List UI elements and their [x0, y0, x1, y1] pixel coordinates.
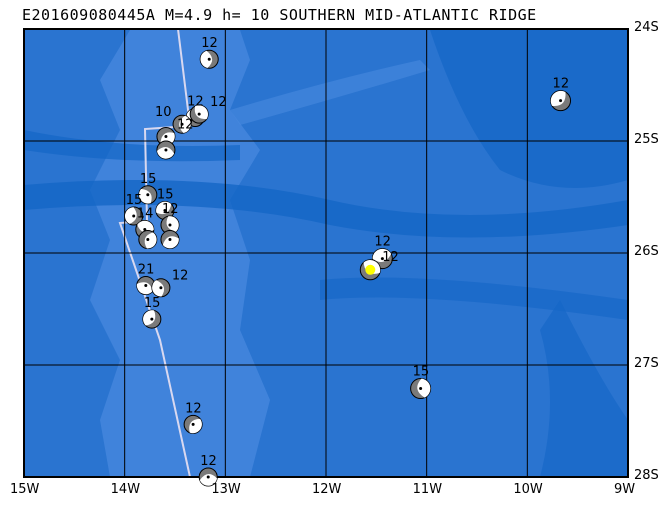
- beachball-center: [146, 193, 150, 197]
- depth-label: 21: [138, 262, 155, 277]
- beachball-compression: [136, 282, 153, 295]
- beachball-center: [144, 283, 148, 287]
- beachball-compression: [144, 232, 157, 249]
- map-title: E201609080445A M=4.9 h= 10 SOUTHERN MID-…: [22, 6, 537, 24]
- beachball-compression: [417, 378, 431, 398]
- deep-region: [540, 300, 628, 477]
- beachball-center: [132, 214, 136, 218]
- depth-label: 15: [157, 187, 174, 202]
- lon-tick-label: 10W: [513, 482, 543, 497]
- depth-label: 15: [144, 296, 161, 311]
- beachball-center: [207, 57, 211, 61]
- depth-label: 10: [155, 105, 172, 120]
- lon-tick-label: 12W: [312, 482, 342, 497]
- beachball-compression: [157, 147, 175, 159]
- depth-label: 12: [210, 95, 227, 110]
- depth-label: 12: [382, 250, 399, 265]
- beachball-compression: [550, 90, 566, 106]
- beachball-center: [419, 387, 423, 391]
- beachball-compression: [200, 50, 213, 68]
- depth-label: 15: [413, 365, 430, 380]
- lat-tick-label: 24S: [634, 20, 659, 35]
- beachball-center: [164, 135, 168, 139]
- beachball-compression: [143, 310, 156, 326]
- beachball-compression: [199, 474, 218, 486]
- beachball-center: [159, 286, 163, 290]
- lon-tick-label: 15W: [10, 482, 40, 497]
- lon-tick-label: 11W: [412, 482, 443, 497]
- beachball-compression: [372, 248, 392, 263]
- beachball-compression: [139, 188, 152, 204]
- beachball-compression: [179, 115, 191, 134]
- lat-tick-label: 27S: [634, 356, 659, 371]
- beachball-center: [168, 238, 172, 242]
- beachball-compression: [152, 280, 165, 297]
- depth-label: 12: [374, 235, 391, 250]
- beachball-center: [206, 475, 210, 479]
- deep-band: [24, 130, 240, 162]
- depth-label: 12: [162, 202, 179, 217]
- deep-band: [320, 277, 628, 320]
- beachball-center: [180, 122, 184, 126]
- beachball-center: [143, 227, 147, 231]
- lat-tick-label: 26S: [634, 244, 659, 259]
- beachball-compression: [162, 236, 179, 249]
- deep-region: [430, 30, 628, 188]
- beachball-center: [168, 223, 172, 227]
- depth-label: 15: [126, 193, 143, 208]
- beachball-compression: [189, 418, 202, 434]
- beachball-compression: [137, 220, 154, 233]
- depth-label: 12: [185, 401, 202, 416]
- depth-label: 12: [201, 36, 218, 51]
- beachball-center: [164, 148, 168, 152]
- lat-tick-label: 25S: [634, 132, 659, 147]
- lon-tick-label: 13W: [211, 482, 241, 497]
- depth-label: 12: [177, 118, 194, 133]
- beachball-center: [146, 238, 150, 242]
- beachball-center: [163, 208, 167, 212]
- beachball-center: [150, 317, 154, 321]
- beachball-compression: [166, 216, 179, 232]
- lon-tick-label: 14W: [110, 482, 141, 497]
- depth-label: 12: [187, 94, 204, 109]
- depth-label: 12: [553, 77, 570, 92]
- beachball-center: [559, 99, 563, 103]
- map-frame: [23, 28, 629, 478]
- beachball-compression: [194, 105, 209, 120]
- lon-tick-label: 9W: [614, 482, 636, 497]
- beachball-compression: [156, 201, 172, 215]
- shallow-band: [230, 60, 430, 125]
- beachball-center: [197, 112, 201, 116]
- beachball-compression: [124, 207, 137, 224]
- lat-tick-label: 28S: [634, 468, 659, 483]
- beachball-center: [191, 422, 195, 426]
- depth-label: 15: [140, 172, 157, 187]
- depth-label: 12: [172, 269, 189, 284]
- beachball-center: [380, 257, 384, 261]
- depth-label: 14: [137, 206, 154, 221]
- target-event-marker: [365, 264, 376, 275]
- depth-label: 12: [200, 454, 217, 469]
